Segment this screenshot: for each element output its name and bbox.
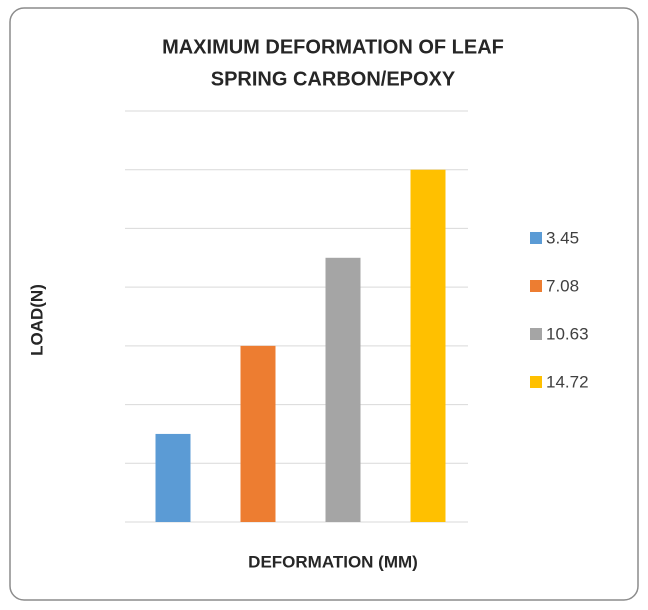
legend-label: 10.63 <box>546 324 589 343</box>
bar <box>410 169 446 522</box>
x-axis-label: DEFORMATION (MM) <box>248 552 418 571</box>
chart-title: MAXIMUM DEFORMATION OF LEAF <box>162 36 504 58</box>
bar <box>155 433 191 522</box>
legend-swatch <box>530 328 542 340</box>
chart-title: SPRING CARBON/EPOXY <box>211 68 456 90</box>
legend-swatch <box>530 376 542 388</box>
legend-swatch <box>530 232 542 244</box>
legend-swatch <box>530 280 542 292</box>
legend-label: 7.08 <box>546 276 579 295</box>
bar <box>325 257 361 522</box>
legend-label: 14.72 <box>546 372 589 391</box>
legend-label: 3.45 <box>546 228 579 247</box>
chart-border <box>9 7 639 601</box>
y-axis-label: LOAD(N) <box>27 284 46 356</box>
bar <box>240 345 276 522</box>
